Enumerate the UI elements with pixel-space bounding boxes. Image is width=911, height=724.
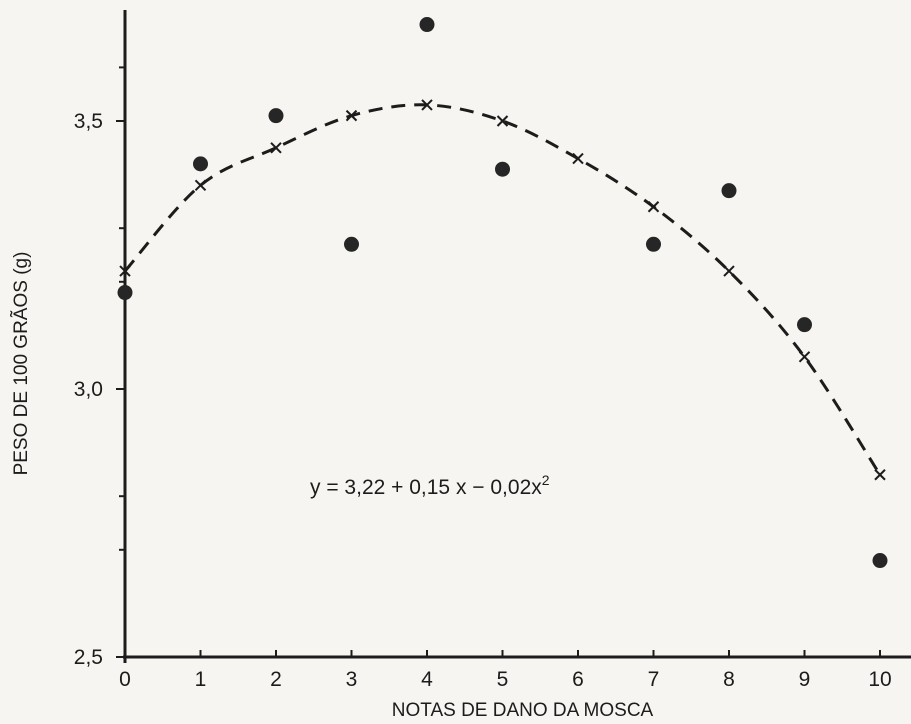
fitted-curve-line	[123, 103, 882, 476]
observed-point	[646, 236, 661, 252]
x-tick-label: 9	[799, 668, 811, 691]
fitted-marker-stroke	[270, 142, 282, 154]
fitted-point-marker	[647, 201, 660, 213]
fitted-marker-stroke	[647, 201, 660, 213]
fitted-marker-stroke	[119, 265, 131, 277]
fitted-point-marker	[270, 142, 282, 154]
fitted-curve	[123, 103, 882, 476]
observed-point	[344, 236, 359, 252]
fitted-point-marker	[421, 99, 433, 111]
fitted-marker-stroke	[798, 351, 811, 363]
observed-point	[117, 285, 133, 301]
x-tick-label: 3	[346, 668, 358, 691]
fitted-point-marker	[345, 109, 358, 122]
fitted-marker-stroke	[421, 99, 433, 111]
fitted-marker-stroke	[572, 152, 584, 165]
observed-points	[117, 17, 888, 569]
observed-point	[193, 156, 208, 172]
x-tick-label: 1	[195, 668, 207, 691]
y-tick-label: 3,0	[74, 378, 103, 401]
fitted-point-marker	[798, 351, 811, 363]
x-axis-title: NOTAS DE DANO DA MOSCA	[392, 700, 654, 721]
fitted-point-marker	[119, 265, 131, 277]
observed-point	[872, 553, 888, 569]
fitted-marker-stroke	[496, 115, 509, 127]
fitted-point-marker	[572, 152, 584, 165]
fitted-point-marker	[874, 469, 886, 481]
fitted-markers	[119, 99, 886, 481]
fitted-point-marker	[723, 265, 735, 277]
regression-equation: y = 3,22 + 0,15 x − 0,02x2	[310, 472, 550, 499]
labels: 0 1 2 3 4 5 6 7 8 9 10 2,5 3,0 3,5 NOTAS DE DANO DA MO…	[10, 110, 892, 721]
x-tick-label: 0	[119, 668, 131, 691]
fitted-point-marker	[496, 115, 509, 127]
y-axis-title: PESO DE 100 GRÃOS (g)	[10, 252, 32, 476]
x-tick-label: 2	[270, 668, 282, 691]
x-tick-label: 5	[497, 668, 509, 691]
x-tick-label: 4	[421, 668, 433, 691]
fitted-marker-stroke	[874, 469, 886, 481]
observed-point	[797, 317, 812, 333]
x-tick-label: 8	[723, 668, 735, 691]
fitted-marker-stroke	[345, 109, 358, 122]
observed-point	[419, 17, 435, 33]
fitted-marker-stroke	[194, 179, 207, 192]
x-tick-label: 7	[648, 668, 660, 691]
fitted-point-marker	[194, 179, 207, 192]
observed-point	[268, 108, 284, 124]
observed-point	[721, 183, 737, 199]
y-tick-label: 3,5	[74, 110, 103, 133]
y-tick-label: 2,5	[74, 646, 103, 669]
fitted-marker-stroke	[723, 265, 735, 277]
axes	[116, 10, 911, 663]
x-tick-label: 10	[868, 668, 891, 691]
x-tick-label: 6	[572, 668, 584, 691]
observed-point	[495, 161, 510, 177]
